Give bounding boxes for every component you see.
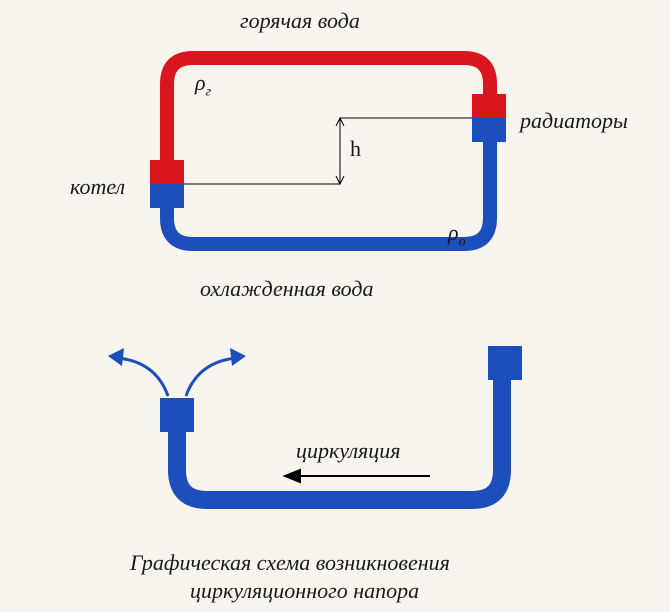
rho-hot-symbol: ρг	[195, 70, 211, 100]
boiler-block	[150, 160, 184, 208]
left-node	[160, 398, 194, 432]
right-node	[488, 346, 522, 380]
top-circulation-loop	[0, 0, 670, 310]
circulation-arrow	[285, 470, 430, 482]
radiators-label: радиаторы	[520, 108, 628, 134]
hot-pipe	[167, 58, 490, 170]
cold-water-label: охлажденная вода	[200, 276, 373, 302]
diagram-stage: ρг ρo h горячая вода радиаторы котел охл…	[0, 0, 670, 612]
h-dimension	[184, 118, 472, 184]
outflow-arrows	[108, 348, 246, 396]
hot-water-label: горячая вода	[240, 8, 360, 34]
h-label: h	[350, 136, 361, 162]
radiator-block	[472, 94, 506, 142]
boiler-label: котел	[70, 174, 125, 200]
caption-line-2: циркуляционного напора	[190, 578, 419, 604]
caption-line-1: Графическая схема возникновения	[130, 550, 450, 576]
circulation-label: циркуляция	[296, 438, 401, 464]
cold-pipe	[167, 136, 490, 244]
rho-cold-symbol: ρo	[448, 220, 466, 250]
